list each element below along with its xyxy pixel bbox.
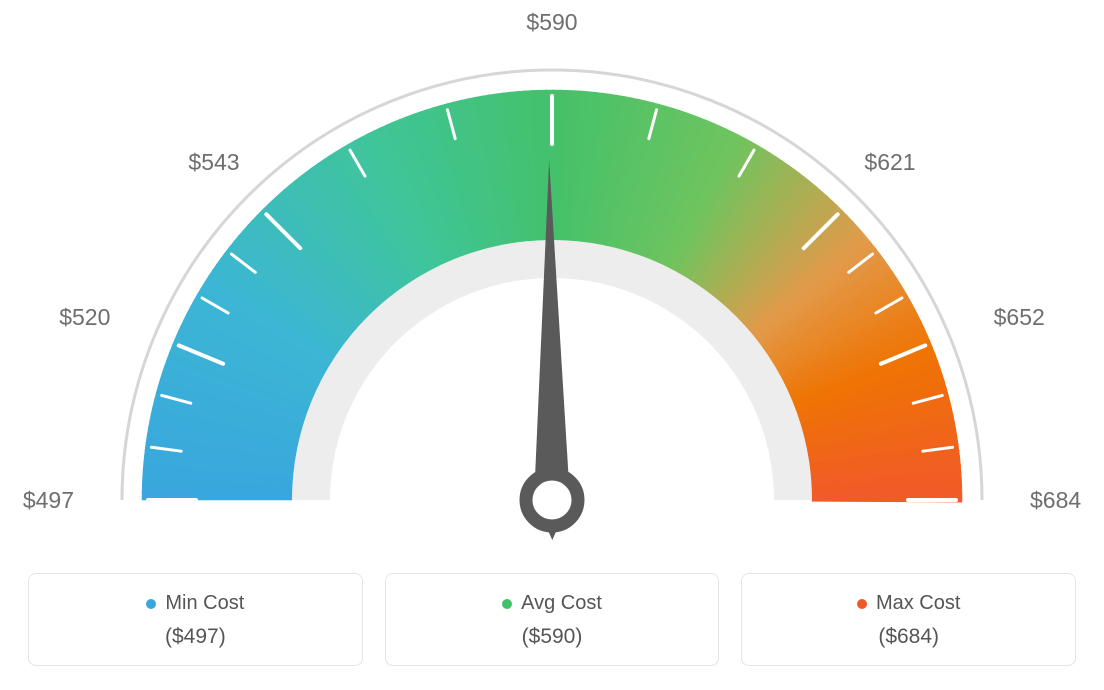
legend-card-min: Min Cost ($497) bbox=[28, 573, 363, 666]
legend-label-min: Min Cost bbox=[165, 592, 244, 615]
legend-value-max: ($684) bbox=[752, 625, 1065, 649]
svg-text:$520: $520 bbox=[59, 304, 110, 330]
svg-text:$543: $543 bbox=[188, 149, 239, 175]
svg-text:$652: $652 bbox=[994, 304, 1045, 330]
legend-card-avg: Avg Cost ($590) bbox=[385, 573, 720, 666]
dot-max bbox=[857, 599, 867, 609]
svg-text:$684: $684 bbox=[1030, 487, 1081, 513]
legend-card-max: Max Cost ($684) bbox=[741, 573, 1076, 666]
dot-min bbox=[146, 599, 156, 609]
legend-label-max: Max Cost bbox=[876, 592, 960, 615]
svg-text:$590: $590 bbox=[526, 9, 577, 35]
legend-label-avg: Avg Cost bbox=[521, 592, 602, 615]
svg-text:$621: $621 bbox=[864, 149, 915, 175]
legend-value-min: ($497) bbox=[39, 625, 352, 649]
cost-gauge-chart: $497 $520 $543 $590 $621 $652 $684 bbox=[0, 0, 1104, 560]
legend-row: Min Cost ($497) Avg Cost ($590) Max Cost… bbox=[28, 573, 1076, 666]
legend-value-avg: ($590) bbox=[396, 625, 709, 649]
dot-avg bbox=[502, 599, 512, 609]
svg-text:$497: $497 bbox=[23, 487, 74, 513]
